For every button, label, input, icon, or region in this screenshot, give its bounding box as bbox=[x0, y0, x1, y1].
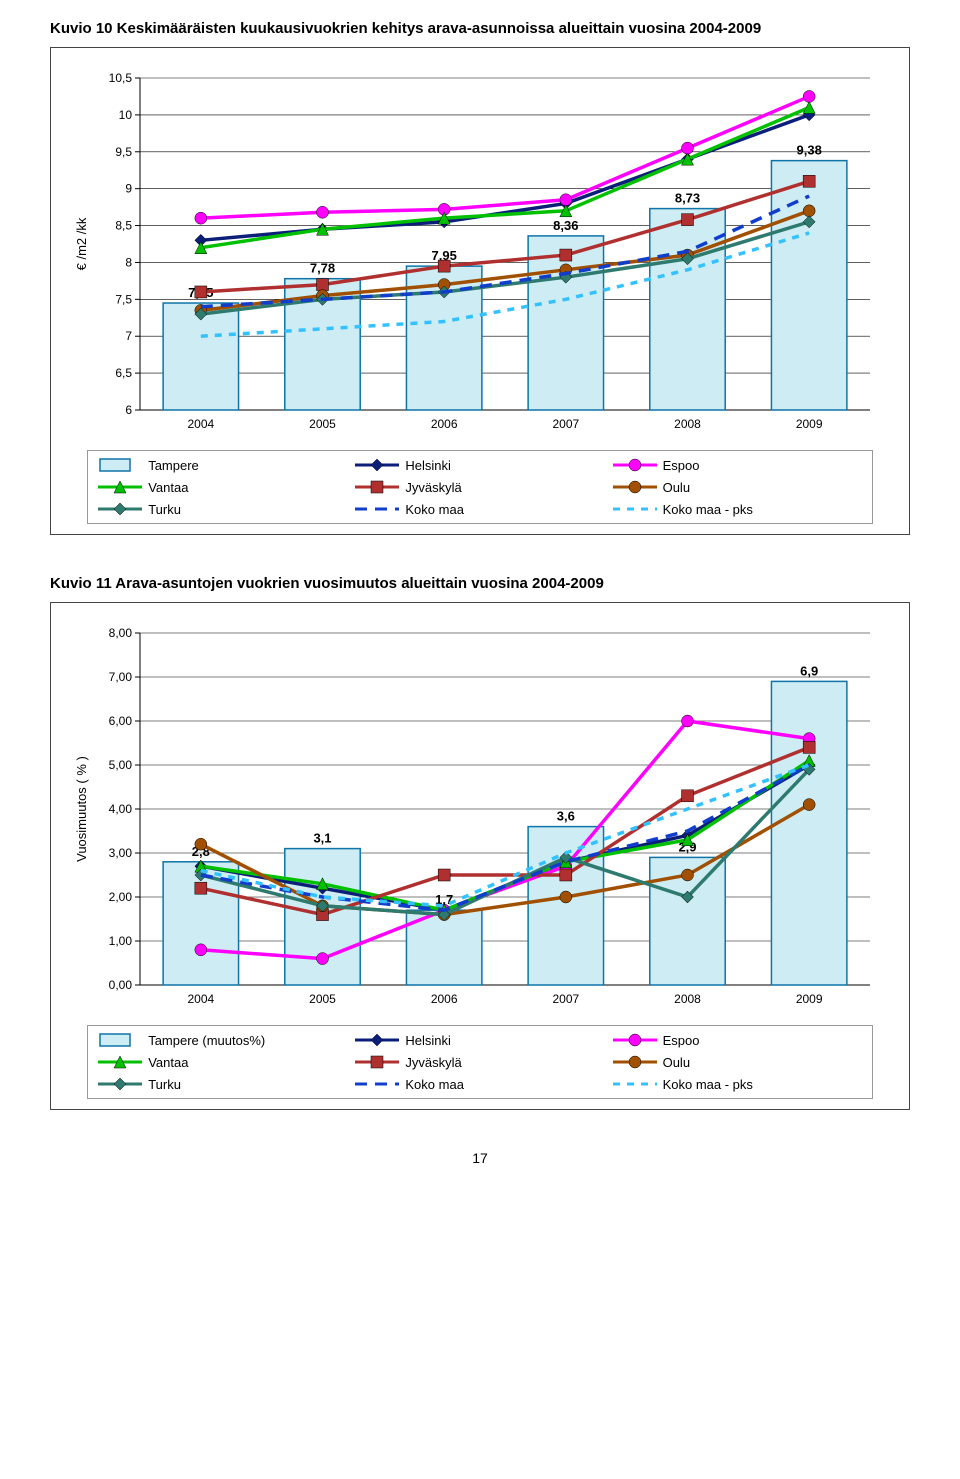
svg-text:2005: 2005 bbox=[309, 992, 336, 1006]
legend-item: Espoo bbox=[613, 457, 862, 473]
svg-text:10,5: 10,5 bbox=[109, 71, 133, 85]
svg-text:1,00: 1,00 bbox=[109, 934, 133, 948]
svg-text:9,5: 9,5 bbox=[115, 145, 132, 159]
legend-item: Vantaa bbox=[98, 479, 347, 495]
svg-text:8,5: 8,5 bbox=[115, 219, 132, 233]
svg-text:2007: 2007 bbox=[552, 417, 579, 431]
legend-item: Jyväskylä bbox=[355, 479, 604, 495]
svg-text:3,6: 3,6 bbox=[557, 809, 575, 824]
svg-text:3,00: 3,00 bbox=[109, 846, 133, 860]
legend-item: Oulu bbox=[613, 1054, 862, 1070]
legend-label: Tampere bbox=[148, 458, 199, 473]
svg-text:2008: 2008 bbox=[674, 992, 701, 1006]
svg-text:10: 10 bbox=[119, 108, 133, 122]
svg-text:8,00: 8,00 bbox=[109, 626, 133, 640]
svg-text:2009: 2009 bbox=[796, 417, 823, 431]
svg-text:2,00: 2,00 bbox=[109, 890, 133, 904]
svg-text:Vuosimuutos ( % ): Vuosimuutos ( % ) bbox=[74, 756, 89, 862]
legend-item: Turku bbox=[98, 1076, 347, 1092]
chart2-title: Kuvio 11 Arava-asuntojen vuokrien vuosim… bbox=[50, 575, 910, 592]
svg-text:2008: 2008 bbox=[674, 417, 701, 431]
svg-text:8,36: 8,36 bbox=[553, 218, 578, 233]
svg-text:9: 9 bbox=[125, 182, 132, 196]
legend-item: Koko maa - pks bbox=[613, 1076, 862, 1092]
svg-text:6: 6 bbox=[125, 403, 132, 417]
legend-item: Koko maa bbox=[355, 501, 604, 517]
chart2-svg: 0,001,002,003,004,005,006,007,008,002,83… bbox=[70, 615, 890, 1015]
svg-text:5,00: 5,00 bbox=[109, 758, 133, 772]
legend-label: Vantaa bbox=[148, 480, 188, 495]
svg-text:7: 7 bbox=[125, 329, 132, 343]
legend-item: Oulu bbox=[613, 479, 862, 495]
chart1-legend: Tampere Helsinki Espoo Vantaa Jyväskylä Oulu T… bbox=[87, 450, 873, 524]
svg-text:2006: 2006 bbox=[431, 992, 458, 1006]
legend-item: Tampere bbox=[98, 457, 347, 473]
legend-label: Helsinki bbox=[405, 458, 451, 473]
legend-label: Espoo bbox=[663, 458, 700, 473]
legend-label: Koko maa - pks bbox=[663, 502, 753, 517]
legend-label: Helsinki bbox=[405, 1033, 451, 1048]
legend-item: Tampere (muutos%) bbox=[98, 1032, 347, 1048]
legend-label: Turku bbox=[148, 502, 181, 517]
svg-text:6,9: 6,9 bbox=[800, 663, 818, 678]
chart1-title: Kuvio 10 Keskimääräisten kuukausivuokrie… bbox=[50, 20, 910, 37]
legend-item: Helsinki bbox=[355, 1032, 604, 1048]
svg-text:2007: 2007 bbox=[552, 992, 579, 1006]
legend-item: Koko maa - pks bbox=[613, 501, 862, 517]
legend-item: Vantaa bbox=[98, 1054, 347, 1070]
svg-text:7,78: 7,78 bbox=[310, 261, 335, 276]
chart2-legend: Tampere (muutos%) Helsinki Espoo Vantaa Jyvä… bbox=[87, 1025, 873, 1099]
svg-text:2005: 2005 bbox=[309, 417, 336, 431]
svg-text:6,5: 6,5 bbox=[115, 366, 132, 380]
svg-text:2004: 2004 bbox=[187, 417, 214, 431]
legend-label: Tampere (muutos%) bbox=[148, 1033, 265, 1048]
svg-text:9,38: 9,38 bbox=[797, 143, 822, 158]
legend-label: Jyväskylä bbox=[405, 1055, 461, 1070]
legend-label: Oulu bbox=[663, 1055, 690, 1070]
chart1-box: 66,577,588,599,51010,57,457,787,958,368,… bbox=[50, 47, 910, 535]
svg-text:8,73: 8,73 bbox=[675, 191, 700, 206]
legend-label: Jyväskylä bbox=[405, 480, 461, 495]
legend-item: Jyväskylä bbox=[355, 1054, 604, 1070]
legend-label: Vantaa bbox=[148, 1055, 188, 1070]
legend-label: Koko maa - pks bbox=[663, 1077, 753, 1092]
svg-text:2006: 2006 bbox=[431, 417, 458, 431]
page-number: 17 bbox=[50, 1150, 910, 1166]
legend-item: Koko maa bbox=[355, 1076, 604, 1092]
legend-label: Koko maa bbox=[405, 502, 464, 517]
legend-item: Espoo bbox=[613, 1032, 862, 1048]
chart1-svg: 66,577,588,599,51010,57,457,787,958,368,… bbox=[70, 60, 890, 440]
svg-text:0,00: 0,00 bbox=[109, 978, 133, 992]
svg-text:7,00: 7,00 bbox=[109, 670, 133, 684]
svg-text:6,00: 6,00 bbox=[109, 714, 133, 728]
legend-label: Oulu bbox=[663, 480, 690, 495]
legend-label: Koko maa bbox=[405, 1077, 464, 1092]
svg-text:8: 8 bbox=[125, 255, 132, 269]
legend-item: Helsinki bbox=[355, 457, 604, 473]
legend-label: Turku bbox=[148, 1077, 181, 1092]
legend-label: Espoo bbox=[663, 1033, 700, 1048]
svg-text:2009: 2009 bbox=[796, 992, 823, 1006]
svg-text:4,00: 4,00 bbox=[109, 802, 133, 816]
page: Kuvio 10 Keskimääräisten kuukausivuokrie… bbox=[0, 0, 960, 1196]
svg-text:€ /m2 /kk: € /m2 /kk bbox=[74, 217, 89, 270]
svg-text:2004: 2004 bbox=[187, 992, 214, 1006]
svg-text:7,5: 7,5 bbox=[115, 292, 132, 306]
legend-item: Turku bbox=[98, 501, 347, 517]
svg-text:3,1: 3,1 bbox=[313, 831, 331, 846]
chart2-box: 0,001,002,003,004,005,006,007,008,002,83… bbox=[50, 602, 910, 1110]
